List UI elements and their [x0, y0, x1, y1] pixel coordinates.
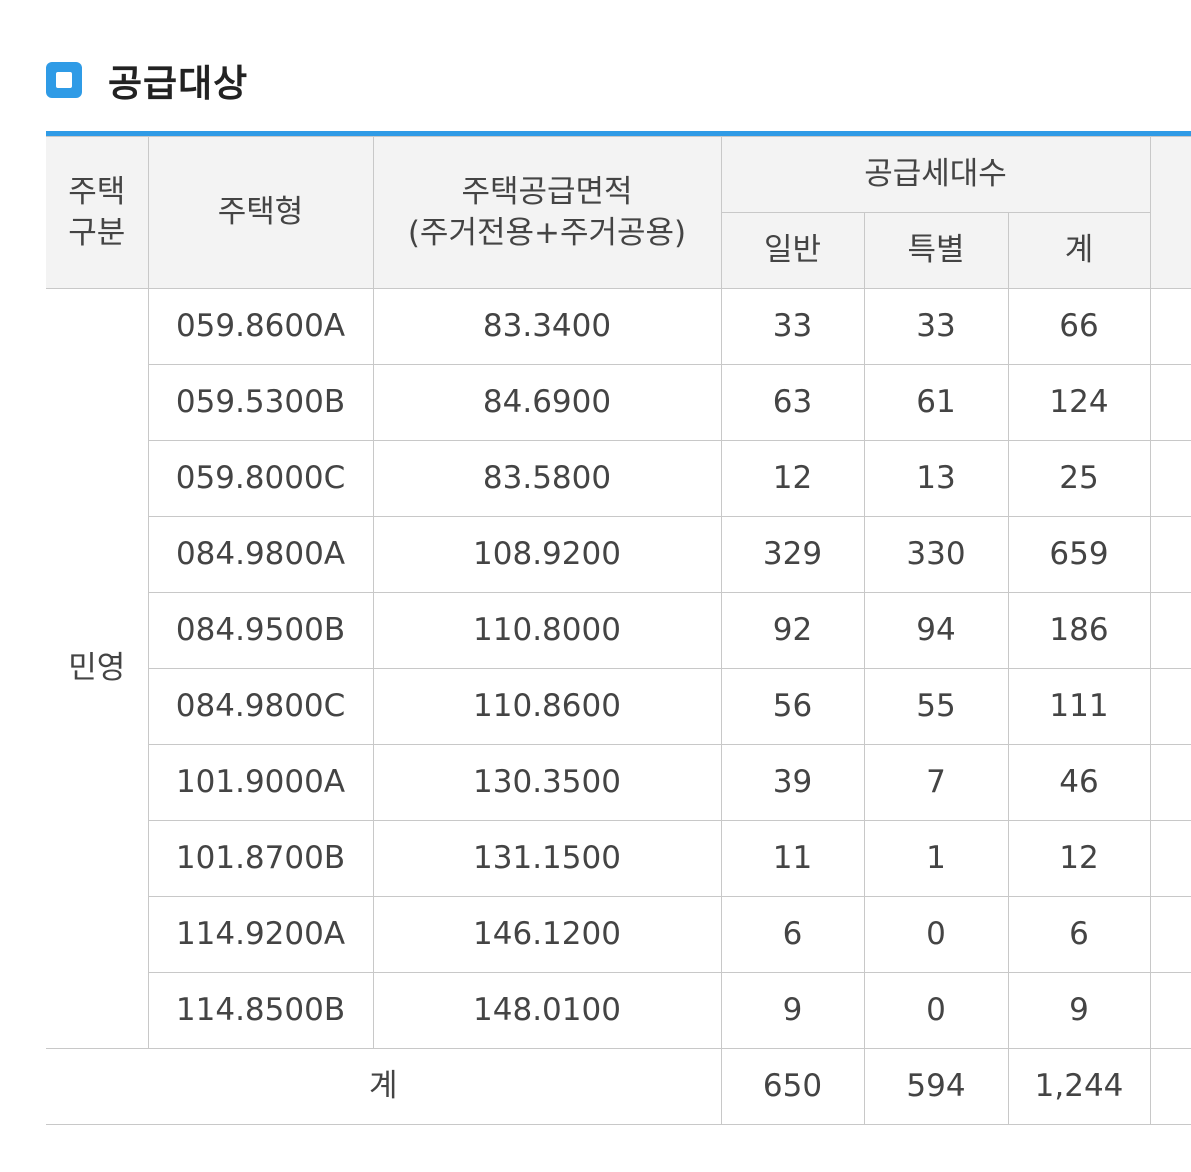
cell-special: 7	[863, 744, 1009, 821]
region-cell: 민영	[46, 288, 149, 1049]
table-row: 101.8700B 131.1500 11 1 12	[46, 820, 1191, 897]
cell-type: 059.8000C	[148, 440, 374, 517]
cell-extra	[1149, 592, 1191, 669]
cell-area: 83.3400	[372, 288, 722, 365]
table-row: 059.5300B 84.6900 63 61 124	[46, 364, 1191, 441]
cell-total: 186	[1007, 592, 1151, 669]
header-supply-area: 주택공급면적 (주거전용+주거공용)	[372, 136, 722, 289]
cell-total: 124	[1007, 364, 1151, 441]
cell-type: 084.9800A	[148, 516, 374, 593]
header-units-group: 공급세대수	[720, 136, 1151, 213]
square-bullet-icon	[46, 62, 82, 98]
cell-general: 12	[720, 440, 865, 517]
header-row-2: 일반 특별 계	[46, 212, 1191, 289]
cell-type: 084.9500B	[148, 592, 374, 669]
table-row: 101.9000A 130.3500 39 7 46	[46, 744, 1191, 821]
totals-total: 1,244	[1007, 1048, 1151, 1125]
cell-type: 101.9000A	[148, 744, 374, 821]
totals-row: 계 650 594 1,244	[46, 1048, 1191, 1125]
cell-special: 13	[863, 440, 1009, 517]
cell-area: 110.8000	[372, 592, 722, 669]
cell-type: 059.8600A	[147, 288, 374, 365]
header-extra-column	[1149, 136, 1191, 289]
cell-type: 114.9200A	[148, 896, 374, 973]
cell-area: 108.9200	[372, 516, 722, 593]
table-row: 059.8000C 83.5800 12 13 25	[46, 440, 1191, 517]
cell-special: 33	[863, 288, 1009, 365]
header-type-group-line2: 구분	[68, 214, 126, 251]
cell-extra	[1149, 744, 1191, 821]
cell-area: 110.8600	[372, 668, 722, 745]
cell-type: 101.8700B	[148, 820, 374, 897]
cell-extra	[1149, 972, 1191, 1049]
cell-area: 84.6900	[372, 364, 722, 441]
cell-general: 9	[720, 972, 865, 1049]
cell-extra	[1149, 516, 1191, 593]
header-type-group-line1: 주택	[68, 174, 126, 211]
cell-extra	[1149, 440, 1191, 517]
table-row: 084.9500B 110.8000 92 94 186	[46, 592, 1191, 669]
cell-total: 12	[1007, 820, 1151, 897]
cell-general: 39	[720, 744, 865, 821]
cell-area: 146.1200	[372, 896, 722, 973]
cell-general: 63	[720, 364, 865, 441]
header-housing-type: 주택형	[147, 136, 374, 289]
section-title: 공급대상	[108, 62, 249, 105]
section-header: 공급대상	[46, 56, 249, 105]
header-area-line2: (주거전용+주거공용)	[407, 214, 687, 251]
cell-extra	[1149, 668, 1191, 745]
cell-special: 0	[863, 896, 1009, 973]
cell-total: 111	[1007, 668, 1151, 745]
header-special: 특별	[863, 212, 1009, 289]
cell-type: 084.9800C	[148, 668, 374, 745]
cell-total: 25	[1007, 440, 1151, 517]
cell-general: 11	[720, 820, 865, 897]
cell-special: 94	[863, 592, 1009, 669]
cell-general: 56	[720, 668, 865, 745]
cell-total: 46	[1007, 744, 1151, 821]
totals-general: 650	[720, 1048, 865, 1125]
supply-table-container: 주택 구분 주택형 주택공급면적 (주거전용+주거공용) 공급세대수 일반 특별…	[46, 131, 1191, 1125]
supply-table: 주택 구분 주택형 주택공급면적 (주거전용+주거공용) 공급세대수 일반 특별…	[46, 136, 1191, 1125]
header-general: 일반	[721, 212, 865, 289]
cell-extra	[1149, 896, 1191, 973]
cell-area: 130.3500	[372, 744, 722, 821]
table-row: 민영 059.8600A 83.3400 33 33 66	[46, 288, 1191, 1049]
cell-extra	[1149, 820, 1191, 897]
table-row: 084.9800C 110.8600 56 55 111	[46, 668, 1191, 745]
cell-total: 9	[1007, 972, 1151, 1049]
cell-special: 330	[863, 516, 1009, 593]
cell-type: 114.8500B	[148, 972, 374, 1049]
cell-extra	[1149, 1048, 1191, 1125]
cell-type: 059.5300B	[148, 364, 374, 441]
header-total: 계	[1007, 212, 1151, 289]
cell-area: 148.0100	[372, 972, 722, 1049]
cell-special: 61	[863, 364, 1009, 441]
header-type-group: 주택 구분	[46, 136, 149, 289]
cell-area: 83.5800	[372, 440, 722, 517]
cell-total: 6	[1007, 896, 1151, 973]
cell-general: 6	[720, 896, 865, 973]
cell-general: 92	[720, 592, 865, 669]
cell-extra	[1149, 288, 1191, 365]
cell-extra	[1149, 364, 1191, 441]
table-row: 114.8500B 148.0100 9 0 9	[46, 972, 1191, 1049]
totals-special: 594	[863, 1048, 1009, 1125]
cell-special: 0	[863, 972, 1009, 1049]
cell-area: 131.1500	[372, 820, 722, 897]
header-row-1: 주택 구분 주택형 주택공급면적 (주거전용+주거공용) 공급세대수	[46, 136, 1191, 289]
cell-general: 33	[720, 288, 865, 365]
cell-total: 66	[1007, 288, 1151, 365]
cell-total: 659	[1007, 516, 1151, 593]
cell-special: 55	[863, 668, 1009, 745]
cell-special: 1	[863, 820, 1009, 897]
table-row: 084.9800A 108.9200 329 330 659	[46, 516, 1191, 593]
totals-label: 계	[46, 1048, 722, 1125]
header-area-line1: 주택공급면적	[461, 174, 633, 211]
table-row: 114.9200A 146.1200 6 0 6	[46, 896, 1191, 973]
cell-general: 329	[720, 516, 865, 593]
